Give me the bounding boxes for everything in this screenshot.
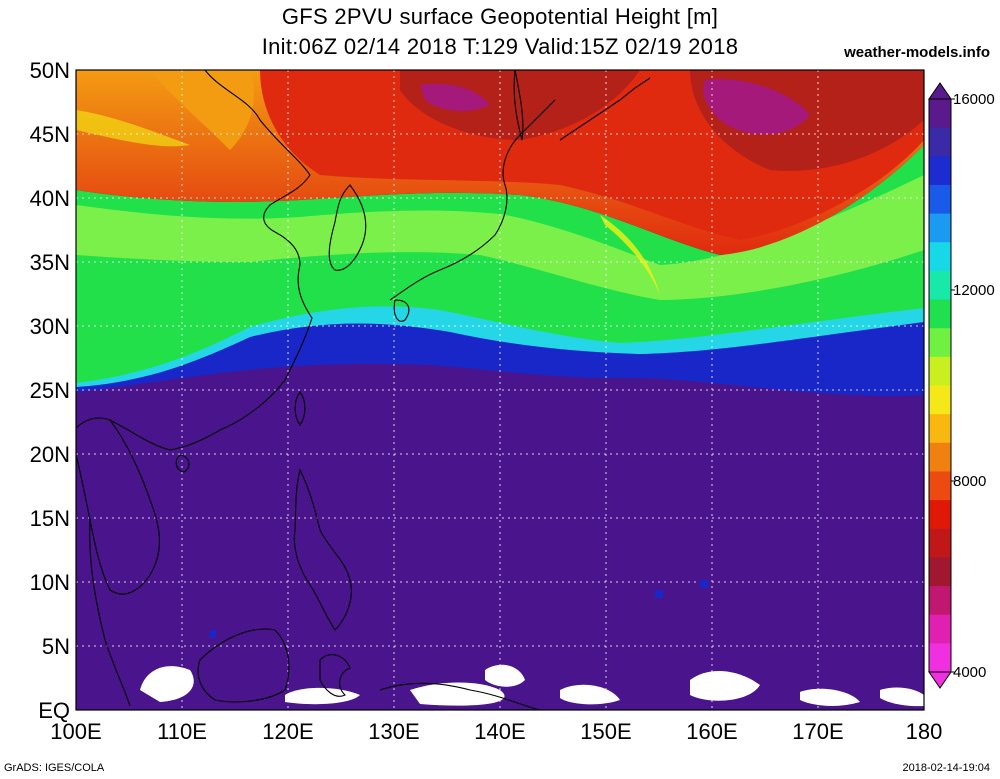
lat-tick-label: 35N [30, 250, 70, 275]
field-low-magenta-west [420, 83, 490, 112]
lat-tick-label: 10N [30, 570, 70, 595]
footer-timestamp: 2018-02-14-19:04 [902, 762, 990, 774]
lon-tick-label: 160E [686, 719, 737, 744]
coast-taiwan [294, 391, 306, 426]
colorbar-segment [929, 328, 951, 358]
lat-tick-label: 5N [42, 634, 70, 659]
colorbar-label: 4000 [953, 664, 986, 681]
lon-tick-label: 130E [368, 719, 419, 744]
colorbar-segment [929, 414, 951, 444]
lat-tick-label: 30N [30, 314, 70, 339]
grid-lines [76, 70, 924, 710]
lon-tick-label: 170E [792, 719, 843, 744]
colorbar-segment [929, 156, 951, 186]
lat-tick-label: 20N [30, 442, 70, 467]
lat-tick-label: 50N [30, 58, 70, 83]
field-blue-patches [210, 580, 708, 638]
coast-new-guinea [379, 682, 541, 710]
colorbar-segment [929, 299, 951, 329]
plot-frame [75, 69, 925, 711]
colorbar-label: 16000 [953, 91, 995, 108]
field-low-magenta-east [703, 79, 810, 135]
coast-sakhalin [513, 70, 524, 141]
field-missing-data [140, 664, 924, 707]
lat-axis: 50N 45N 40N 35N 30N 25N 20N 15N 10N 5N EQ [30, 58, 70, 723]
colorbar-top-arrow [928, 82, 952, 100]
field-streak-yellow-nw [76, 110, 190, 147]
colorbar-segment [929, 356, 951, 386]
coast-malay-peninsula [89, 519, 131, 707]
colorbar-segment [929, 270, 951, 301]
lat-tick-label: 40N [30, 186, 70, 211]
field-streak-yellow [600, 215, 660, 295]
coast-borneo [197, 628, 290, 703]
coast-indochina [76, 419, 160, 595]
coastlines [76, 70, 651, 710]
lat-tick-label: 45N [30, 122, 70, 147]
lon-tick-label: 110E [157, 719, 207, 744]
coast-sulawesi [319, 654, 351, 697]
colorbar-segment [929, 127, 951, 157]
lon-tick-label: 100E [50, 719, 101, 744]
colorbar-segment [929, 184, 951, 215]
colorbar-segment [929, 99, 951, 129]
colorbar: 16000 12000 8000 4000 [928, 82, 995, 689]
chart-title: GFS 2PVU surface Geopotential Height [m] [281, 4, 719, 29]
colorbar-segment [929, 528, 951, 558]
colorbar-segment [929, 500, 951, 530]
lon-tick-label: 180 [906, 719, 943, 744]
colorbar-segment [929, 586, 951, 616]
lon-tick-label: 120E [262, 719, 313, 744]
lat-tick-label: 15N [30, 506, 70, 531]
colorbar-segment [929, 385, 951, 415]
colorbar-segment [929, 242, 951, 272]
field-layer [76, 70, 924, 710]
coast-hainan [175, 454, 190, 473]
coast-philippines [293, 468, 352, 631]
lon-axis: 100E 110E 120E 130E 140E 150E 160E 170E 180 [50, 719, 942, 744]
colorbar-label: 12000 [953, 282, 995, 299]
colorbar-segment [929, 557, 951, 587]
colorbar-segment [929, 614, 951, 644]
colorbar-segment [929, 213, 951, 243]
field-band-cyan [76, 304, 924, 387]
brand-label[interactable]: weather-models.info [844, 44, 990, 61]
lon-tick-label: 150E [580, 719, 631, 744]
lat-tick-label: EQ [38, 698, 70, 723]
colorbar-label: 8000 [953, 473, 986, 490]
colorbar-segment [929, 442, 951, 472]
colorbar-bottom-arrow [928, 671, 952, 689]
lon-tick-label: 140E [474, 719, 525, 744]
chart-subtitle: Init:06Z 02/14 2018 T:129 Valid:15Z 02/1… [261, 34, 739, 59]
colorbar-segment [929, 471, 951, 501]
footer-credit: GrADS: IGES/COLA [4, 762, 105, 774]
colorbar-segment [929, 643, 951, 673]
coast-kurils [559, 77, 651, 141]
coast-korea [328, 184, 367, 271]
coast-asia-mainland [76, 70, 313, 451]
lat-tick-label: 25N [30, 378, 70, 403]
